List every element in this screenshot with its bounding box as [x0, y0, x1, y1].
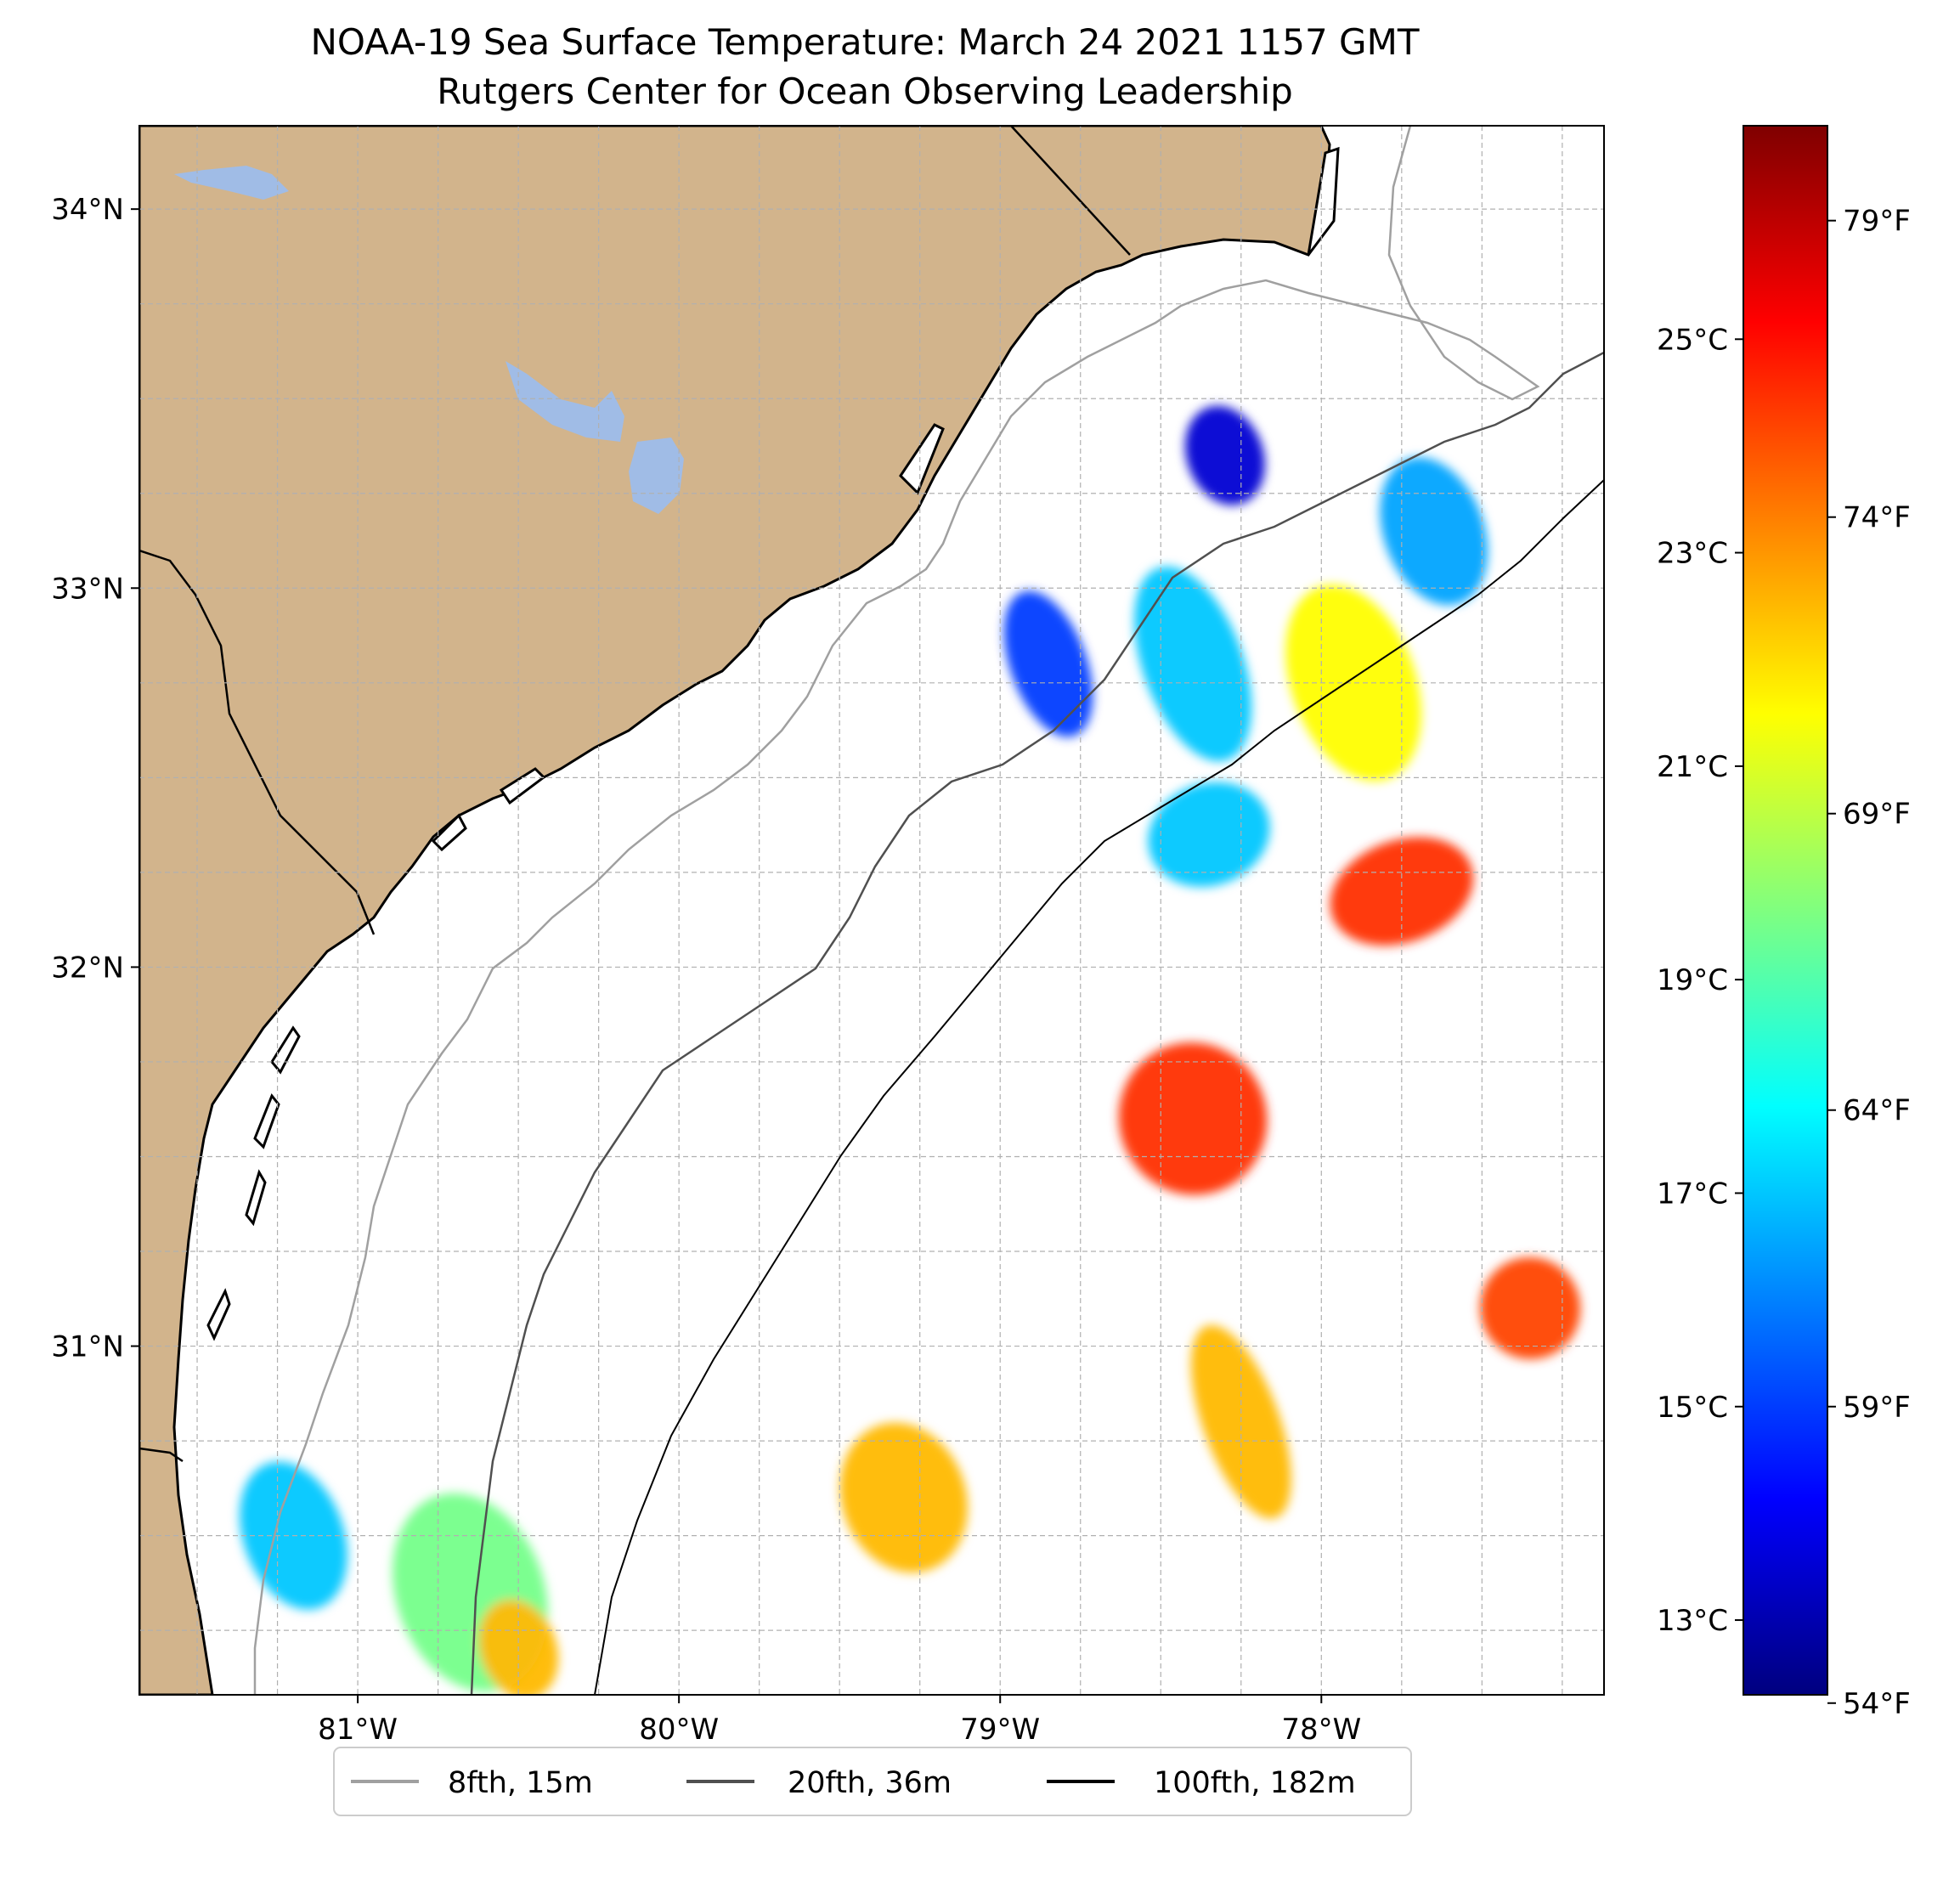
lake-moultrie	[629, 438, 684, 514]
legend-label-100fth: 100fth, 182m	[1154, 1766, 1356, 1800]
legend-label-20fth: 20fth, 36m	[788, 1766, 952, 1800]
colorbar: 25°C 23°C 21°C 19°C 17°C 15°C 13°C 79°F 74°F 69°F…	[1657, 125, 1911, 1721]
title-line-2: Rutgers Center for Ocean Observing Leade…	[437, 71, 1293, 112]
state-border	[1010, 126, 1131, 256]
contour-20fth	[470, 351, 1604, 1695]
fahrenheit-tick-label: 74°F	[1843, 501, 1911, 535]
celsius-tick-label: 21°C	[1657, 750, 1728, 784]
sst-patch	[1479, 1257, 1581, 1359]
sst-patch	[1285, 584, 1422, 782]
fahrenheit-tick-label: 64°F	[1843, 1094, 1911, 1128]
contour-8fth	[253, 126, 1540, 1695]
sst-data-layer	[240, 405, 1581, 1695]
sst-patch	[1003, 590, 1093, 737]
sst-patch	[1380, 457, 1488, 606]
gridlines	[139, 126, 1604, 1695]
sst-patch	[1148, 782, 1270, 887]
lon-tick-label: 80°W	[639, 1713, 719, 1747]
lat-tick-label: 32°N	[51, 951, 124, 985]
lat-tick-label: 33°N	[51, 572, 124, 606]
map-frame	[138, 125, 1605, 1696]
legend: 8fth, 15m 20fth, 36m 100fth, 182m	[333, 1747, 1412, 1816]
legend-item-8fth: 8fth, 15m	[351, 1766, 593, 1800]
sst-patch	[1134, 566, 1252, 762]
celsius-tick-label: 15°C	[1657, 1391, 1728, 1425]
colorbar-gradient	[1743, 125, 1828, 1696]
lake-marion	[506, 361, 624, 442]
fahrenheit-tick-label: 59°F	[1843, 1391, 1911, 1425]
map-axis-ticks: 34°N 33°N 32°N 31°N 81°W 80°W 79°W 78°W	[51, 193, 1361, 1747]
lon-tick-label: 78°W	[1281, 1713, 1361, 1747]
lake-nc	[174, 166, 289, 200]
sst-patch	[1184, 405, 1265, 505]
map-panel: 34°N 33°N 32°N 31°N 81°W 80°W 79°W 78°W	[51, 125, 1605, 1747]
lat-tick-label: 34°N	[51, 193, 124, 227]
fahrenheit-tick-label: 79°F	[1843, 205, 1911, 239]
title-line-1: NOAA-19 Sea Surface Temperature: March 2…	[311, 21, 1420, 63]
state-border-3	[139, 1447, 184, 1463]
contour-100fth	[594, 479, 1604, 1695]
fahrenheit-tick-label: 69°F	[1843, 798, 1911, 832]
legend-item-20fth: 20fth, 36m	[686, 1766, 952, 1800]
state-border-2	[139, 549, 376, 935]
lon-tick-label: 79°W	[960, 1713, 1040, 1747]
celsius-tick-label: 13°C	[1657, 1604, 1728, 1638]
celsius-tick-label: 19°C	[1657, 963, 1728, 997]
fahrenheit-tick-label: 54°F	[1843, 1687, 1911, 1721]
celsius-tick-label: 25°C	[1657, 323, 1728, 357]
land-mass	[139, 126, 1331, 1695]
celsius-tick-label: 23°C	[1657, 537, 1728, 571]
legend-item-100fth: 100fth, 182m	[1047, 1766, 1356, 1800]
celsius-tick-label: 17°C	[1657, 1177, 1728, 1211]
lon-tick-label: 81°W	[318, 1713, 398, 1747]
lat-tick-label: 31°N	[51, 1330, 124, 1364]
colorbar-ticks: 25°C 23°C 21°C 19°C 17°C 15°C 13°C 79°F 74°F 69°F…	[1657, 205, 1911, 1721]
legend-label-8fth: 8fth, 15m	[448, 1766, 593, 1800]
legend-frame	[333, 1747, 1412, 1816]
